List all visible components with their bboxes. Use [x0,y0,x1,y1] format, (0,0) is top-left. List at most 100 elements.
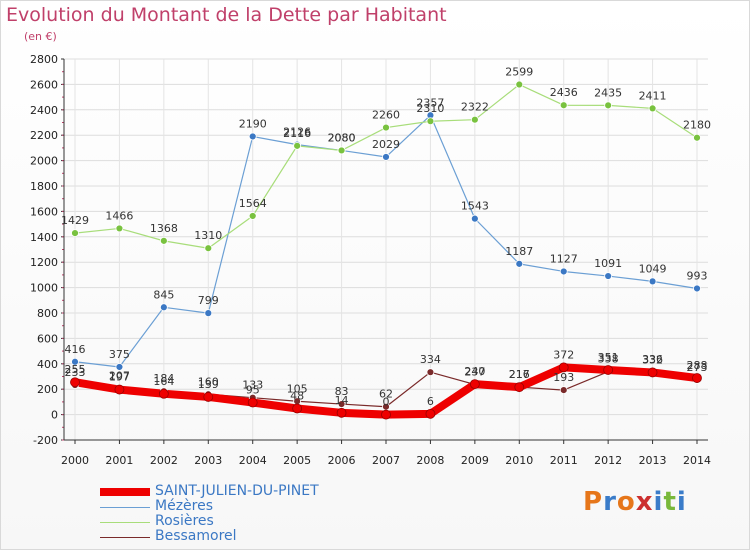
line-chart: -200020040060080010001200140016001800200… [30,53,711,467]
data-point [159,236,168,245]
x-tick-label: 2004 [239,454,267,467]
data-label: 62 [379,388,393,401]
logo-letter: i [676,487,687,517]
data-label: 95 [246,384,260,397]
legend-label-saint-julien: SAINT-JULIEN-DU-PINET [155,483,319,499]
data-point [469,379,480,390]
data-label: 2322 [461,101,489,114]
data-point [337,400,346,408]
y-tick-label: 1400 [30,231,58,244]
data-label: 2116 [283,127,311,140]
y-tick-label: 2200 [30,129,58,142]
data-label: 193 [553,371,574,384]
data-label: 2310 [416,102,444,115]
data-label: 2190 [239,117,267,130]
logo-letter: r [603,487,617,517]
data-label: 1310 [194,229,222,242]
data-point [382,153,390,161]
legend: SAINT-JULIEN-DU-PINET Mézères Rosières B… [100,483,380,545]
data-point [382,123,390,132]
data-label: 0 [383,396,390,409]
data-point [70,377,80,388]
logo-letter: x [635,487,654,517]
data-point [693,284,701,293]
y-tick-label: 2400 [30,104,58,117]
data-point [470,115,479,124]
data-point [604,101,613,110]
data-label: 133 [242,379,263,392]
data-label: 332 [642,353,663,366]
legend-swatch-mezeres [100,507,150,508]
data-label: 2180 [683,119,711,132]
y-tick-label: 1000 [30,282,58,295]
x-tick-label: 2008 [416,454,444,467]
logo-letter: i [653,487,664,517]
x-tick-label: 2002 [150,454,178,467]
data-point [71,357,79,366]
data-label: 1187 [505,245,533,258]
data-label: 351 [598,351,619,364]
data-point [559,101,568,110]
data-label: 375 [109,348,130,361]
data-label: 2126 [283,126,311,139]
data-point [426,368,435,377]
data-point [247,397,258,408]
data-point [115,224,124,233]
y-tick-label: 600 [37,332,58,345]
data-label: 240 [464,365,485,378]
data-label: 160 [198,375,219,388]
y-tick-label: 1600 [30,205,58,218]
y-tick-label: 200 [37,383,58,396]
data-label: 2029 [372,138,400,151]
data-label: 217 [509,368,530,381]
data-label: 139 [198,378,219,391]
data-label: 83 [335,385,349,398]
x-tick-label: 2003 [194,454,222,467]
x-tick-label: 2012 [594,454,622,467]
data-label: 288 [687,359,708,372]
data-label: 2260 [372,109,400,122]
legend-item-bessamorel[interactable]: Bessamorel [100,528,380,545]
data-point [293,141,302,150]
data-label: 48 [290,390,304,403]
data-point [159,303,168,312]
data-label: 1049 [639,262,667,275]
data-label: 233 [65,366,86,379]
legend-item-rosieres[interactable]: Rosières [100,513,380,530]
data-point [114,384,125,395]
data-point [603,365,614,375]
data-label: 993 [687,269,708,282]
data-point [470,214,479,223]
data-label: 799 [198,294,219,307]
unit-label: (en €) [24,30,57,43]
data-point [337,146,346,155]
legend-label-rosieres: Rosières [155,513,214,529]
data-point [204,309,213,318]
data-point [514,382,525,393]
data-label: 372 [553,348,574,361]
data-label: 336 [642,353,663,366]
data-label: 2435 [594,86,622,99]
x-tick-label: 2011 [550,454,578,467]
x-tick-label: 2013 [639,454,667,467]
x-tick-label: 2000 [61,454,89,467]
data-label: 164 [153,375,174,388]
x-tick-label: 2001 [105,454,133,467]
legend-item-saint-julien[interactable]: SAINT-JULIEN-DU-PINET [100,483,380,500]
y-tick-label: 800 [37,307,58,320]
y-tick-label: -200 [33,434,58,447]
x-tick-label: 2009 [461,454,489,467]
data-point [559,386,568,394]
data-label: 14 [335,394,349,407]
proxiti-logo: Proxiti [583,487,687,517]
data-label: 416 [65,343,86,356]
logo-letter: t [663,487,677,517]
data-point [515,259,524,268]
data-label: 1127 [550,252,578,265]
data-point [648,277,657,286]
data-label: 1466 [105,209,133,222]
legend-item-mezeres[interactable]: Mézères [100,498,380,515]
data-label: 1091 [594,257,622,270]
data-point [425,408,436,419]
